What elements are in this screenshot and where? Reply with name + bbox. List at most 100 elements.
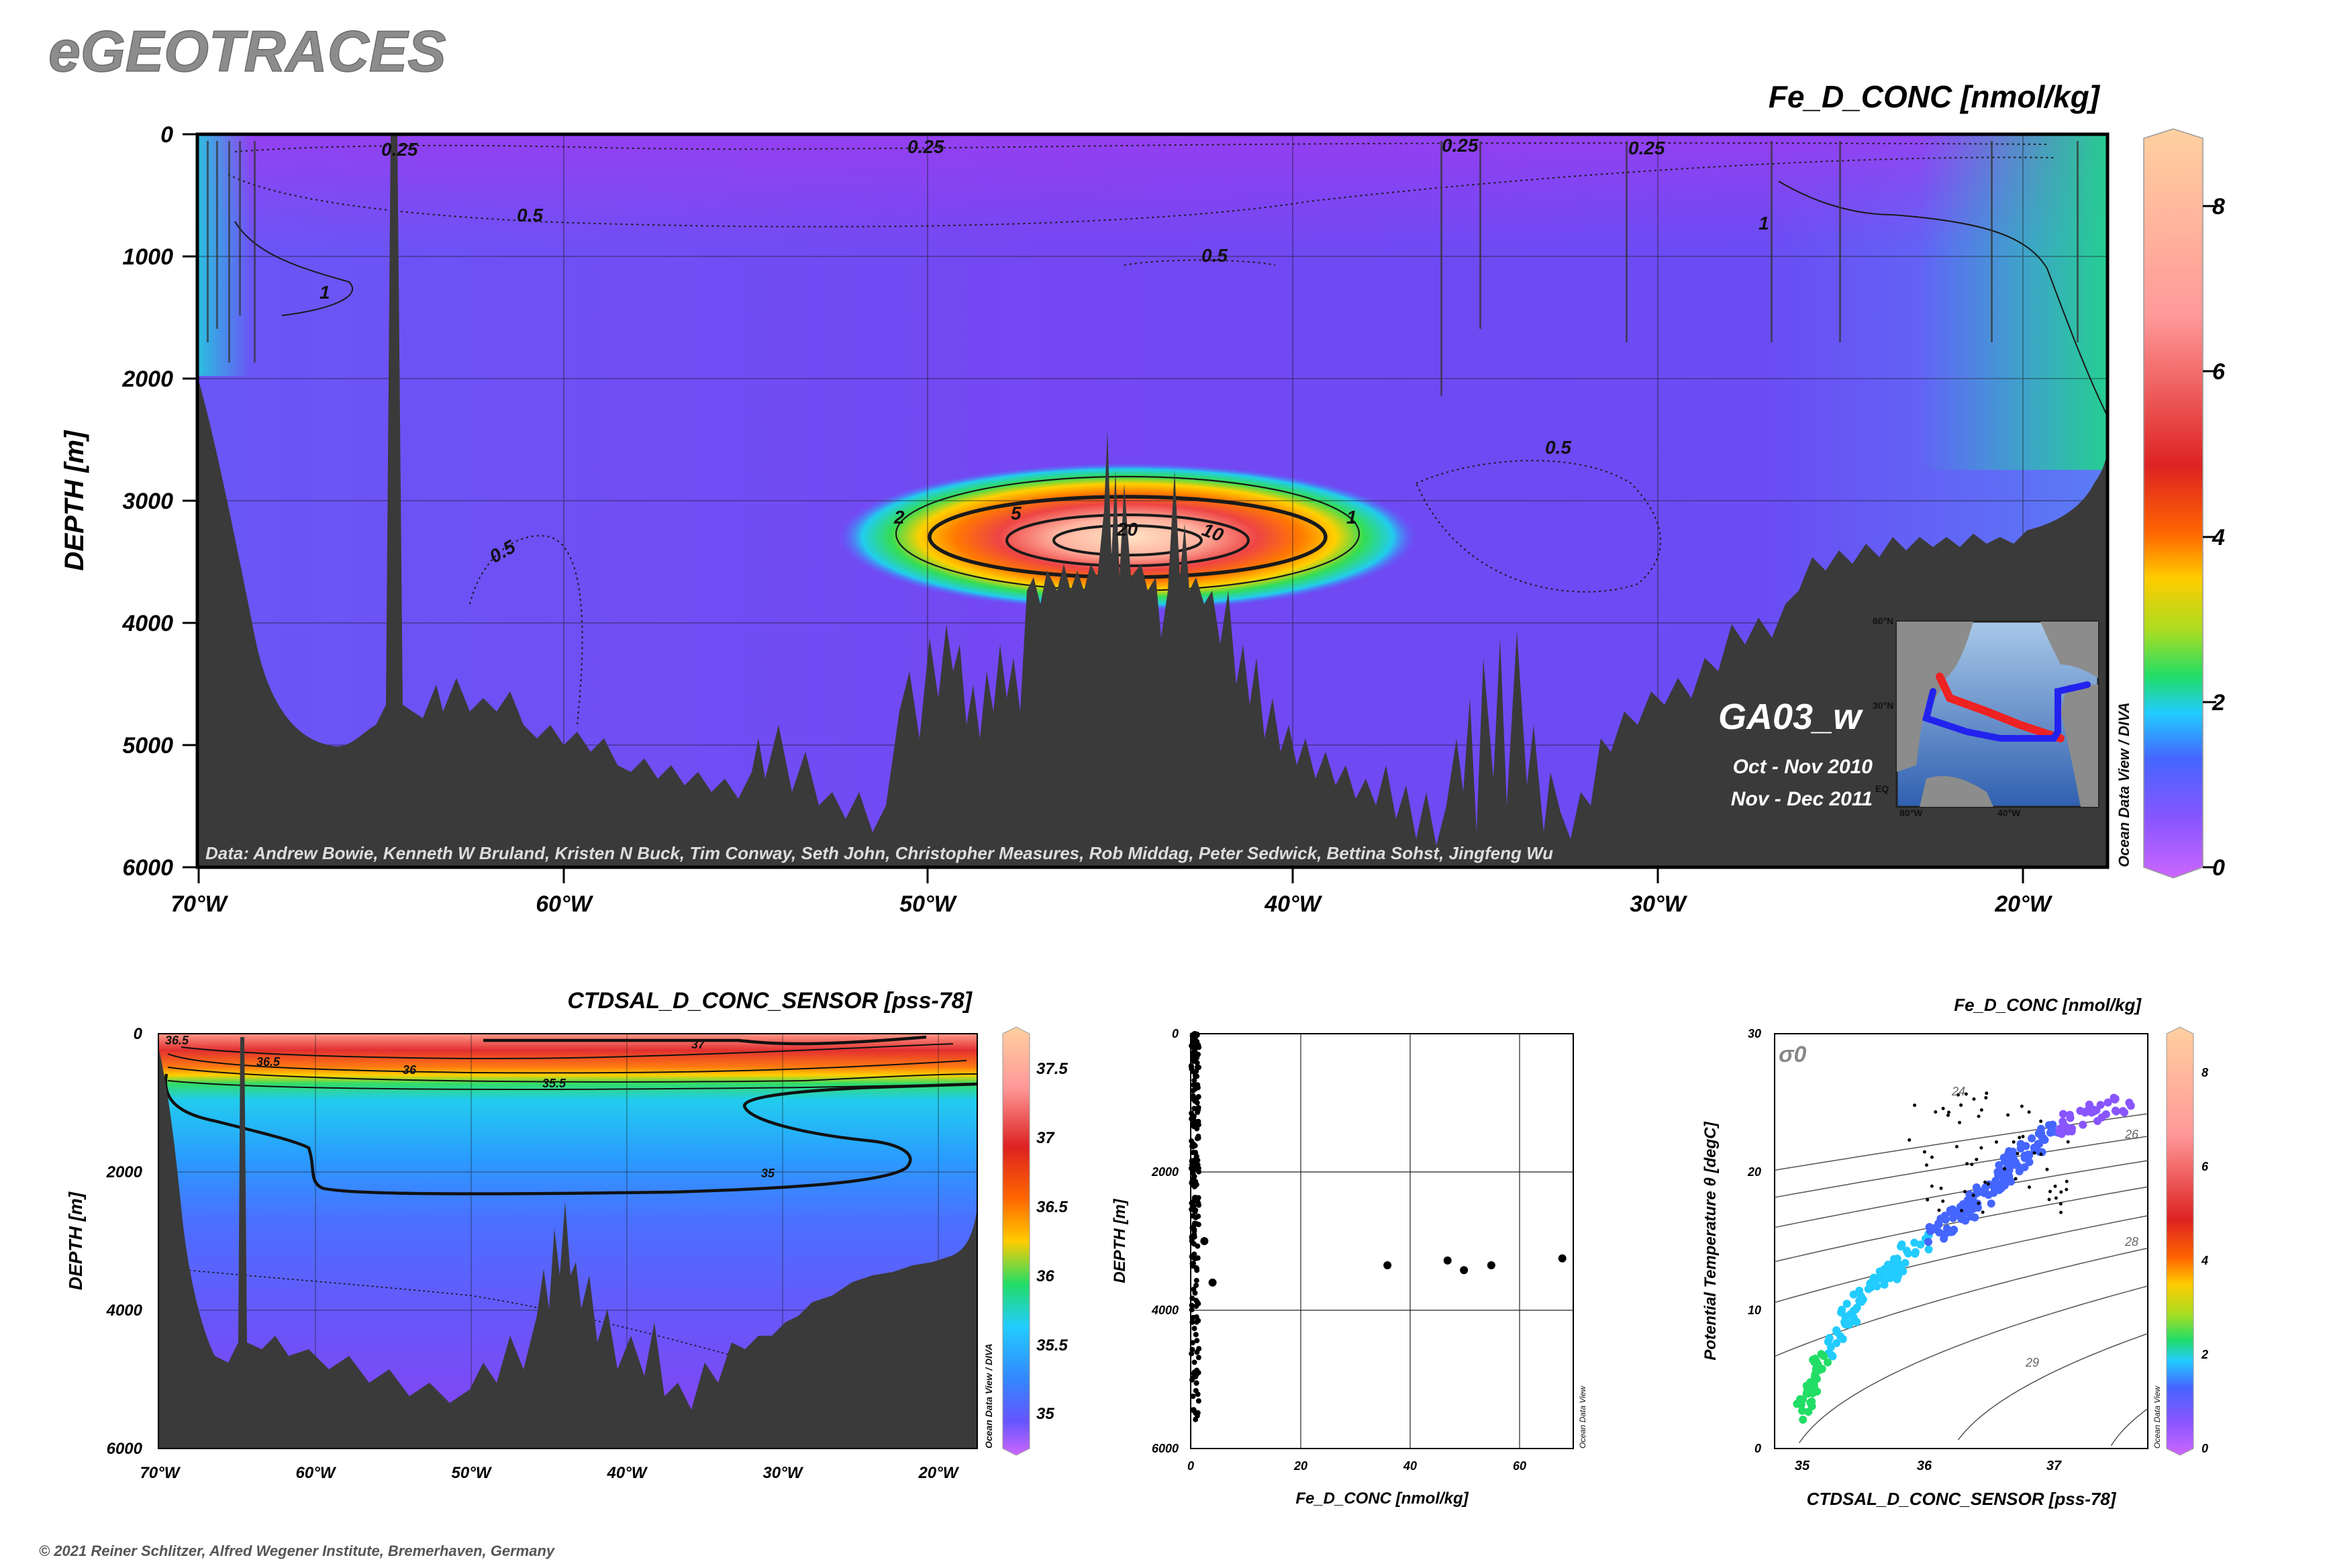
ts-point [2101, 1110, 2110, 1119]
y-tick-label: 0 [1172, 1027, 1179, 1040]
ts-point [1886, 1274, 1895, 1283]
ts-points-group [1793, 1091, 2135, 1424]
x-tick-label: 20 [1293, 1459, 1307, 1473]
ts-small-point [1979, 1146, 1983, 1150]
salinity-contours [164, 1035, 977, 1397]
ts-small-point [1934, 1110, 1938, 1114]
ts-small-point [1959, 1103, 1963, 1107]
contour-label: 0.5 [517, 205, 543, 226]
main-section-plot: Fe_D_CONC [nmol/kg] [60, 79, 2226, 917]
ts-small-point [2014, 1177, 2018, 1181]
profile-gridlines [1191, 1034, 1573, 1449]
profile-point [1189, 1319, 1195, 1325]
ts-point [2034, 1140, 2042, 1148]
ts-small-point [2039, 1153, 2043, 1157]
x-tick-label: 40 [1403, 1459, 1417, 1473]
x-tick-label: 40°W [1264, 891, 1322, 917]
ts-small-point [1937, 1208, 1941, 1212]
profile-point [1195, 1398, 1201, 1404]
main-contour-label-group: 0.25 0.25 0.25 0.25 0.5 0.5 0.5 0.5 1 1 … [319, 135, 1769, 567]
y-tick-label: 2000 [121, 366, 173, 392]
profile-point [1193, 1214, 1199, 1220]
profile-point [1195, 1105, 1201, 1111]
cruise-label: GA03_w [1718, 697, 1863, 737]
y-tick-label: 0 [160, 122, 173, 148]
ts-small-point [2053, 1184, 2057, 1188]
ts-point [2093, 1117, 2102, 1126]
isopycnal-line [1798, 1285, 2148, 1444]
ts-point [2000, 1177, 2009, 1186]
ts-small-point [1954, 1144, 1959, 1148]
profile-point [1191, 1077, 1197, 1083]
odv-watermark: Ocean Data View / DIVA [2116, 702, 2132, 867]
ts-point [2059, 1110, 2067, 1118]
ts-point [2112, 1107, 2120, 1116]
ts-point [1808, 1397, 1816, 1406]
isopycnal-line [2110, 1408, 2148, 1447]
ts-small-point [2059, 1210, 2063, 1214]
ts-small-point [1964, 1092, 1968, 1096]
ts-small-point [2012, 1140, 2016, 1144]
ts-point [1823, 1358, 1832, 1367]
profile-scatter-plot: DEPTH [m] 0 2000 4000 6000 0 20 40 60 Fe… [1111, 1027, 1587, 1508]
y-tick-label: 4000 [1151, 1304, 1179, 1317]
profile-point [1195, 1110, 1201, 1116]
ts-point [2079, 1120, 2087, 1129]
profile-point [1194, 1349, 1200, 1355]
isopycnal-label: 29 [2025, 1356, 2039, 1369]
salinity-bathymetry [158, 1037, 977, 1449]
profile-outlier-point [1208, 1278, 1217, 1287]
ts-small-point [1924, 1163, 1928, 1167]
ts-small-point [1958, 1120, 1962, 1124]
ts-point [1832, 1339, 1841, 1348]
colorbar-tick-label: 35.5 [1036, 1336, 1068, 1355]
ts-small-point [1947, 1110, 1951, 1114]
y-tick-label: 0 [134, 1025, 143, 1043]
main-east-green-water [1920, 134, 2108, 470]
profile-point [1193, 1159, 1199, 1165]
profile-point [1189, 1206, 1195, 1212]
profile-point [1194, 1136, 1200, 1142]
y-tick-label: 0 [1754, 1442, 1761, 1455]
ts-point [1808, 1389, 1817, 1398]
ts-small-point [1913, 1104, 1917, 1108]
ts-small-point [1994, 1140, 1998, 1144]
profile-point [1190, 1038, 1196, 1044]
ts-isopycnal-group [1774, 1113, 2148, 1447]
ts-scatter-plot: Fe_D_CONC [nmol/kg] σ0 24 26 28 29 Poten… [1701, 995, 2209, 1509]
ts-point [1798, 1406, 1807, 1415]
ts-small-point [1979, 1108, 1983, 1112]
brand-logo-text: eGEOTRACES [48, 19, 446, 84]
y-tick-label: 6000 [122, 855, 173, 881]
profile-outlier-point [1558, 1254, 1567, 1263]
salinity-section-plot: CTDSAL_D_CONC_SENSOR [pss-78] 36. [65, 988, 1068, 1482]
ts-small-point [1972, 1097, 1976, 1101]
ts-small-point [2021, 1134, 2025, 1138]
ts-point [2096, 1101, 2105, 1110]
ts-point [1810, 1382, 1818, 1391]
profile-point [1194, 1413, 1200, 1419]
y-tick-label: 6000 [107, 1440, 143, 1458]
ts-point [1820, 1352, 1828, 1361]
contour-label: 0.25 [1628, 138, 1665, 158]
isopycnal-line [1774, 1160, 2148, 1228]
ts-plot-frame [1774, 1033, 2148, 1449]
main-west-cyan-water [197, 134, 251, 376]
ts-x-ticks: 35 36 37 [1795, 1459, 2062, 1473]
profile-point [1193, 1220, 1199, 1226]
profile-point [1196, 1202, 1202, 1208]
profile-point [1190, 1393, 1196, 1400]
colorbar-tick-label: 36 [1036, 1267, 1054, 1285]
profile-point [1195, 1166, 1201, 1172]
y-tick-label: 30 [1748, 1027, 1761, 1040]
y-tick-label: 4000 [121, 611, 173, 636]
profile-x-ticks: 0 20 40 60 [1187, 1459, 1526, 1473]
x-tick-label: 60°W [536, 891, 593, 917]
profile-x-axis-label: Fe_D_CONC [nmol/kg] [1295, 1489, 1469, 1508]
contour-label: 5 [1011, 503, 1022, 524]
sigma-label: σ0 [1779, 1042, 1807, 1067]
ts-small-point [2059, 1202, 2063, 1206]
profile-point [1190, 1149, 1196, 1155]
ts-point [2047, 1125, 2056, 1134]
profile-point [1191, 1045, 1197, 1051]
